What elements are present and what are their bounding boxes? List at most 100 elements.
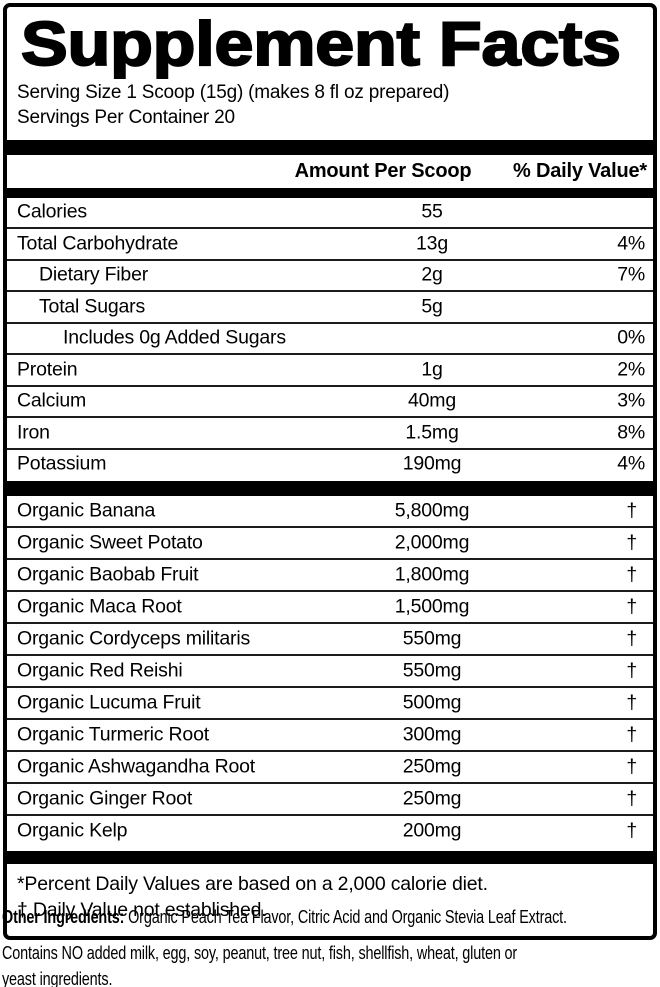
row-daily-value: 4% <box>617 232 645 255</box>
row-amount: 200mg <box>402 819 462 842</box>
row-name: Organic Ginger Root <box>17 787 193 810</box>
row-name: Organic Cordyceps militaris <box>17 627 250 650</box>
row-amount: 250mg <box>402 787 462 810</box>
table-row: Organic Ashwagandha Root 250mg † <box>7 750 653 782</box>
row-daily-value: † <box>626 499 637 522</box>
row-amount: 1,800mg <box>394 563 470 586</box>
column-header-row: Amount Per Scoop % Daily Value* <box>7 155 653 188</box>
thick-rule-header <box>7 187 653 198</box>
row-daily-value: 2% <box>617 358 645 381</box>
row-daily-value: † <box>626 819 637 842</box>
row-daily-value: 3% <box>617 389 645 412</box>
row-name: Organic Banana <box>17 499 156 522</box>
row-daily-value: † <box>626 755 637 778</box>
table-row: Total Carbohydrate 13g 4% <box>7 227 653 259</box>
row-amount: 250mg <box>402 755 462 778</box>
thick-rule-bottom <box>7 851 653 865</box>
row-daily-value: 0% <box>617 326 645 349</box>
row-name: Organic Baobab Fruit <box>17 563 199 586</box>
row-amount: 5g <box>421 295 443 318</box>
table-row: Organic Sweet Potato 2,000mg † <box>7 526 653 558</box>
row-name: Organic Sweet Potato <box>17 531 203 554</box>
table-row: Protein 1g 2% <box>7 353 653 385</box>
row-name: Dietary Fiber <box>39 263 149 286</box>
table-row: Organic Lucuma Fruit 500mg † <box>7 686 653 718</box>
row-amount: 300mg <box>402 723 462 746</box>
row-name: Protein <box>17 358 78 381</box>
other-ingredients-label: Other Ingredients: <box>2 906 125 927</box>
row-name: Total Carbohydrate <box>17 232 179 255</box>
row-name: Iron <box>17 421 50 444</box>
row-daily-value: † <box>626 659 637 682</box>
serving-size-text: Serving Size 1 Scoop (15g) (makes 8 fl o… <box>17 82 450 103</box>
table-row: Organic Cordyceps militaris 550mg † <box>7 622 653 654</box>
other-ingredients: Other Ingredients: Organic Peach Tea Fla… <box>2 906 567 928</box>
table-row: Includes 0g Added Sugars 0% <box>7 321 653 354</box>
row-daily-value: † <box>626 595 637 618</box>
footnotes: *Percent Daily Values are based on a 2,0… <box>7 864 653 935</box>
row-daily-value: † <box>626 531 637 554</box>
table-row: Organic Maca Root 1,500mg † <box>7 590 653 622</box>
amount-column-header: Amount Per Scoop <box>294 159 472 182</box>
supplement-facts-panel: Supplement Facts Serving Size 1 Scoop (1… <box>3 3 657 940</box>
row-name: Organic Kelp <box>17 819 128 842</box>
allergen-line-1: Contains NO added milk, egg, soy, peanut… <box>2 942 518 963</box>
row-amount: 2,000mg <box>394 531 470 554</box>
table-row: Organic Banana 5,800mg † <box>7 496 653 526</box>
row-amount: 13g <box>416 232 448 255</box>
row-name: Calcium <box>17 389 87 412</box>
table-row: Calcium 40mg 3% <box>7 384 653 417</box>
footnote-dagger: † Daily Value not established. <box>17 898 267 921</box>
row-amount: 550mg <box>402 659 462 682</box>
table-row: Organic Kelp 200mg † <box>7 814 653 846</box>
table-row: Organic Ginger Root 250mg † <box>7 782 653 814</box>
row-amount: 40mg <box>408 389 456 412</box>
row-amount: 1.5mg <box>405 421 459 444</box>
row-daily-value: † <box>626 723 637 746</box>
panel-title: Supplement Facts <box>20 10 622 79</box>
allergen-statement: Contains NO added milk, egg, soy, peanut… <box>2 940 517 987</box>
table-row: Calories 55 <box>7 198 653 228</box>
table-row: Dietary Fiber 2g 7% <box>7 258 653 291</box>
row-name: Organic Maca Root <box>17 595 182 618</box>
row-daily-value: 4% <box>617 452 645 475</box>
row-daily-value: † <box>626 563 637 586</box>
row-amount: 5,800mg <box>394 499 470 522</box>
row-daily-value: † <box>626 627 637 650</box>
table-row: Iron 1.5mg 8% <box>7 416 653 448</box>
row-name: Organic Ashwagandha Root <box>17 755 256 778</box>
serving-info: Serving Size 1 Scoop (15g) (makes 8 fl o… <box>17 80 653 131</box>
thick-rule-top <box>7 139 653 155</box>
table-row: Potassium 190mg 4% <box>7 447 653 480</box>
thick-rule-middle <box>7 481 653 497</box>
row-amount: 550mg <box>402 627 462 650</box>
row-daily-value: † <box>626 787 637 810</box>
row-name: Organic Red Reishi <box>17 659 183 682</box>
row-name: Total Sugars <box>39 295 145 318</box>
table-row: Total Sugars 5g <box>7 290 653 322</box>
daily-value-column-header: % Daily Value* <box>513 159 647 182</box>
row-amount: 1,500mg <box>394 595 470 618</box>
row-name: Organic Lucuma Fruit <box>17 691 201 714</box>
row-name: Calories <box>17 200 87 223</box>
row-name: Potassium <box>17 452 107 475</box>
botanical-rows: Organic Banana 5,800mg † Organic Sweet P… <box>7 496 653 846</box>
row-amount: 2g <box>421 263 443 286</box>
table-row: Organic Turmeric Root 300mg † <box>7 718 653 750</box>
row-amount: 190mg <box>402 452 462 475</box>
servings-per-container-text: Servings Per Container 20 <box>17 107 235 129</box>
table-row: Organic Red Reishi 550mg † <box>7 654 653 686</box>
row-name: Organic Turmeric Root <box>17 723 209 746</box>
nutrient-rows: Calories 55 Total Carbohydrate 13g 4% Di… <box>7 198 653 480</box>
allergen-line-2: yeast ingredients. <box>2 968 113 987</box>
row-amount: 500mg <box>402 691 462 714</box>
row-amount: 1g <box>421 358 443 381</box>
row-name: Includes 0g Added Sugars <box>63 326 286 349</box>
other-ingredients-text: Organic Peach Tea Flavor, Citric Acid an… <box>124 906 567 927</box>
table-row: Organic Baobab Fruit 1,800mg † <box>7 558 653 590</box>
row-daily-value: † <box>626 691 637 714</box>
footnote-daily-values: *Percent Daily Values are based on a 2,0… <box>17 873 488 896</box>
row-daily-value: 7% <box>617 263 645 286</box>
row-amount: 55 <box>421 200 443 223</box>
